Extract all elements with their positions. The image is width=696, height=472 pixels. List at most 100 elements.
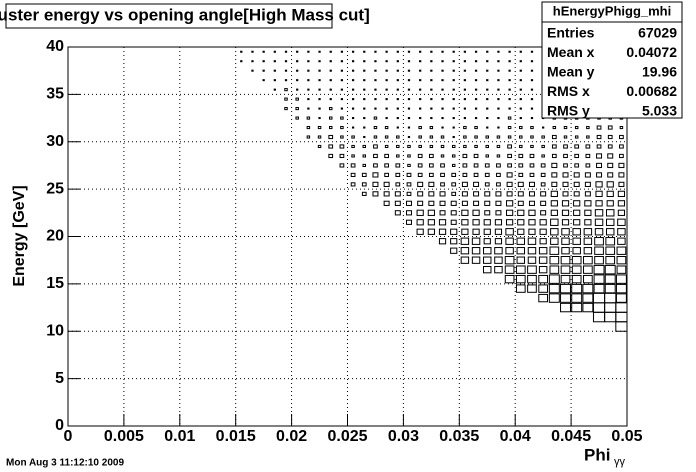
- bin-box: [538, 274, 548, 284]
- bin-box: [438, 238, 447, 245]
- bin-box: [430, 107, 433, 110]
- bin-box: [528, 209, 536, 216]
- bin-box: [508, 79, 511, 82]
- bin-box: [374, 60, 377, 63]
- bin-box: [328, 144, 334, 149]
- bin-box: [529, 153, 535, 159]
- bin-box: [539, 238, 547, 245]
- bin-box: [273, 60, 276, 63]
- x-tick-label: 0.005: [104, 428, 144, 445]
- bin-box: [373, 153, 378, 159]
- bin-box: [407, 163, 411, 167]
- bin-box: [363, 69, 366, 72]
- stats-value: 0.04072: [626, 44, 677, 60]
- bin-box: [561, 247, 570, 255]
- bin-box: [571, 283, 583, 294]
- bin-box: [606, 228, 615, 236]
- bin-box: [517, 191, 524, 197]
- bin-box: [508, 50, 511, 53]
- bin-box: [571, 265, 582, 274]
- bin-box: [473, 181, 480, 187]
- bin-box: [505, 228, 514, 236]
- bin-box: [462, 153, 468, 159]
- bin-box: [328, 116, 333, 120]
- bin-box: [450, 219, 457, 225]
- bin-box: [439, 210, 446, 216]
- bin-box: [517, 181, 524, 187]
- bin-box: [395, 182, 401, 187]
- y-tick-label: 15: [46, 275, 64, 292]
- bin-box: [406, 200, 412, 206]
- bin-box: [604, 292, 617, 304]
- bin-box: [340, 60, 344, 63]
- x-tick-label: 0.03: [388, 428, 419, 445]
- bin-box: [307, 69, 310, 72]
- bin-box: [596, 134, 602, 140]
- y-tick-label: 10: [46, 322, 64, 339]
- y-tick-label: 5: [55, 370, 64, 387]
- bin-box: [461, 181, 468, 187]
- bin-box: [585, 153, 591, 159]
- bin-box: [307, 107, 310, 110]
- bin-box: [451, 163, 456, 167]
- bin-box: [474, 125, 478, 130]
- bin-box: [450, 247, 458, 254]
- bin-box: [363, 88, 366, 91]
- bin-box: [441, 60, 444, 63]
- bin-box: [562, 172, 569, 178]
- bin-box: [605, 237, 616, 246]
- bin-box: [562, 191, 569, 197]
- bin-box: [595, 190, 603, 197]
- bin-box: [560, 256, 571, 265]
- bin-box: [497, 117, 500, 120]
- bin-box: [519, 60, 522, 63]
- bin-box: [483, 228, 491, 235]
- bin-box: [551, 162, 558, 169]
- bin-box: [296, 79, 299, 82]
- bin-box: [396, 126, 399, 129]
- bin-box: [486, 88, 489, 91]
- bin-box: [494, 228, 503, 235]
- bin-box: [530, 135, 534, 139]
- bin-box: [496, 135, 501, 139]
- bin-box: [452, 69, 455, 72]
- bin-box: [329, 98, 332, 101]
- bin-box: [595, 181, 603, 188]
- bin-box: [474, 79, 478, 82]
- bin-box: [617, 190, 626, 197]
- bin-box: [519, 135, 523, 139]
- bin-box: [340, 79, 344, 82]
- bin-box: [616, 265, 627, 274]
- bin-box: [407, 126, 411, 129]
- bin-box: [262, 79, 265, 82]
- bin-box: [496, 172, 501, 177]
- bin-box: [406, 182, 412, 187]
- bin-box: [406, 219, 412, 225]
- bin-box: [273, 79, 276, 82]
- bin-box: [284, 50, 288, 53]
- bin-box: [550, 209, 558, 216]
- bin-box: [340, 88, 344, 91]
- bin-box: [617, 237, 626, 245]
- bin-box: [619, 153, 624, 159]
- bin-box: [551, 134, 557, 140]
- bin-box: [372, 172, 379, 178]
- bin-box: [430, 50, 433, 53]
- bin-box: [619, 134, 624, 140]
- bin-box: [373, 144, 378, 149]
- bin-box: [419, 117, 422, 120]
- bin-box: [462, 163, 468, 168]
- title-box: [5, 3, 333, 29]
- bin-box: [419, 79, 422, 82]
- bin-box: [427, 228, 435, 235]
- stats-value: 0.00682: [626, 83, 677, 99]
- bin-box: [340, 98, 344, 101]
- bin-box: [497, 60, 500, 63]
- bin-box: [483, 247, 492, 255]
- bin-box: [441, 50, 444, 53]
- bin-box: [563, 163, 568, 168]
- bin-box: [417, 153, 423, 159]
- bin-box: [373, 125, 378, 130]
- bin-box: [596, 153, 603, 159]
- bin-box: [505, 237, 514, 245]
